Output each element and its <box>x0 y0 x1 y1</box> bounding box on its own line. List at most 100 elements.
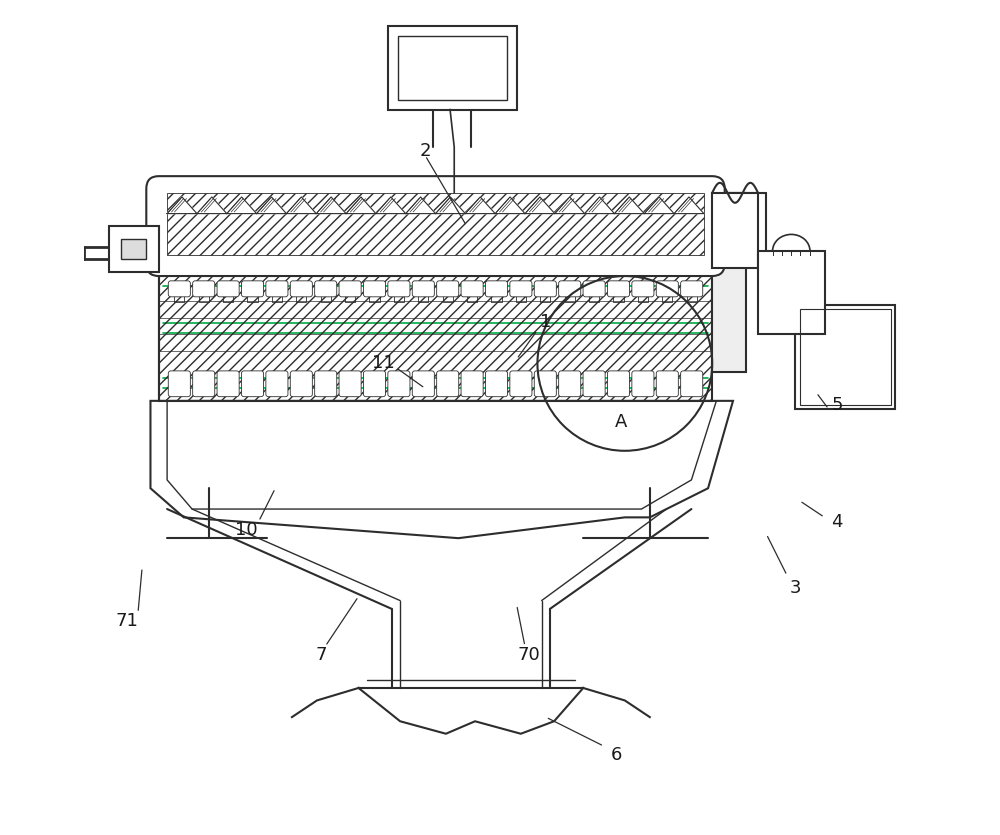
Bar <box>540 294 550 301</box>
Polygon shape <box>286 197 316 214</box>
Bar <box>247 294 258 301</box>
Polygon shape <box>316 197 346 214</box>
Text: 10: 10 <box>235 521 257 539</box>
FancyBboxPatch shape <box>583 371 605 397</box>
Bar <box>223 294 233 301</box>
FancyBboxPatch shape <box>146 176 725 276</box>
FancyBboxPatch shape <box>632 281 654 296</box>
FancyBboxPatch shape <box>534 371 556 397</box>
Bar <box>589 294 599 301</box>
Bar <box>662 294 672 301</box>
Bar <box>121 239 146 260</box>
FancyBboxPatch shape <box>241 281 264 296</box>
Bar <box>613 294 624 301</box>
FancyBboxPatch shape <box>485 281 508 296</box>
FancyBboxPatch shape <box>559 281 581 296</box>
FancyBboxPatch shape <box>461 281 483 296</box>
Bar <box>199 294 209 301</box>
Bar <box>321 294 331 301</box>
Bar <box>467 294 477 301</box>
FancyBboxPatch shape <box>510 371 532 397</box>
Polygon shape <box>555 197 585 214</box>
FancyBboxPatch shape <box>412 281 434 296</box>
FancyBboxPatch shape <box>339 281 361 296</box>
FancyBboxPatch shape <box>217 371 239 397</box>
Bar <box>109 226 159 272</box>
FancyBboxPatch shape <box>607 371 630 397</box>
FancyBboxPatch shape <box>290 371 312 397</box>
Bar <box>687 294 697 301</box>
Bar <box>638 294 648 301</box>
Bar <box>443 294 453 301</box>
Polygon shape <box>227 197 257 214</box>
FancyBboxPatch shape <box>388 281 410 296</box>
Text: 3: 3 <box>790 579 801 597</box>
Text: 1: 1 <box>540 313 551 331</box>
Polygon shape <box>436 197 465 214</box>
Polygon shape <box>167 197 197 214</box>
FancyBboxPatch shape <box>217 281 239 296</box>
Bar <box>516 294 526 301</box>
Text: 2: 2 <box>419 142 431 160</box>
FancyBboxPatch shape <box>266 281 288 296</box>
Bar <box>369 294 380 301</box>
Polygon shape <box>197 197 227 214</box>
Bar <box>565 294 575 301</box>
FancyBboxPatch shape <box>363 371 386 397</box>
FancyBboxPatch shape <box>510 281 532 296</box>
FancyBboxPatch shape <box>412 371 434 397</box>
Polygon shape <box>376 197 406 214</box>
Text: 6: 6 <box>611 746 622 763</box>
Polygon shape <box>406 197 436 214</box>
Bar <box>795 305 895 409</box>
Bar <box>272 294 282 301</box>
Bar <box>174 294 184 301</box>
Bar <box>712 193 746 372</box>
Polygon shape <box>585 197 614 214</box>
Polygon shape <box>525 197 555 214</box>
Bar <box>418 294 428 301</box>
Bar <box>394 294 404 301</box>
FancyBboxPatch shape <box>681 281 703 296</box>
FancyBboxPatch shape <box>168 281 190 296</box>
Polygon shape <box>495 197 525 214</box>
FancyBboxPatch shape <box>681 371 703 397</box>
Bar <box>159 268 712 401</box>
FancyBboxPatch shape <box>534 281 556 296</box>
FancyBboxPatch shape <box>632 371 654 397</box>
Text: 70: 70 <box>518 645 541 664</box>
FancyBboxPatch shape <box>315 281 337 296</box>
Text: A: A <box>614 412 627 431</box>
FancyBboxPatch shape <box>193 281 215 296</box>
FancyBboxPatch shape <box>485 371 508 397</box>
Bar <box>800 309 891 405</box>
FancyBboxPatch shape <box>168 371 190 397</box>
Polygon shape <box>257 197 286 214</box>
FancyBboxPatch shape <box>339 371 361 397</box>
Polygon shape <box>465 197 495 214</box>
Polygon shape <box>614 197 644 214</box>
FancyBboxPatch shape <box>241 371 264 397</box>
Bar <box>491 294 502 301</box>
Text: 71: 71 <box>116 612 139 630</box>
Bar <box>712 193 758 268</box>
FancyBboxPatch shape <box>437 371 459 397</box>
FancyBboxPatch shape <box>193 371 215 397</box>
Bar <box>345 294 355 301</box>
FancyBboxPatch shape <box>266 371 288 397</box>
Polygon shape <box>644 197 674 214</box>
Text: 11: 11 <box>372 354 395 372</box>
Bar <box>758 251 825 334</box>
FancyBboxPatch shape <box>607 281 630 296</box>
FancyBboxPatch shape <box>583 281 605 296</box>
FancyBboxPatch shape <box>388 371 410 397</box>
FancyBboxPatch shape <box>315 371 337 397</box>
FancyBboxPatch shape <box>363 281 386 296</box>
Text: 5: 5 <box>831 396 843 414</box>
Polygon shape <box>346 197 376 214</box>
FancyBboxPatch shape <box>461 371 483 397</box>
Polygon shape <box>674 197 704 214</box>
FancyBboxPatch shape <box>437 281 459 296</box>
FancyBboxPatch shape <box>656 371 678 397</box>
Text: 4: 4 <box>831 513 843 530</box>
